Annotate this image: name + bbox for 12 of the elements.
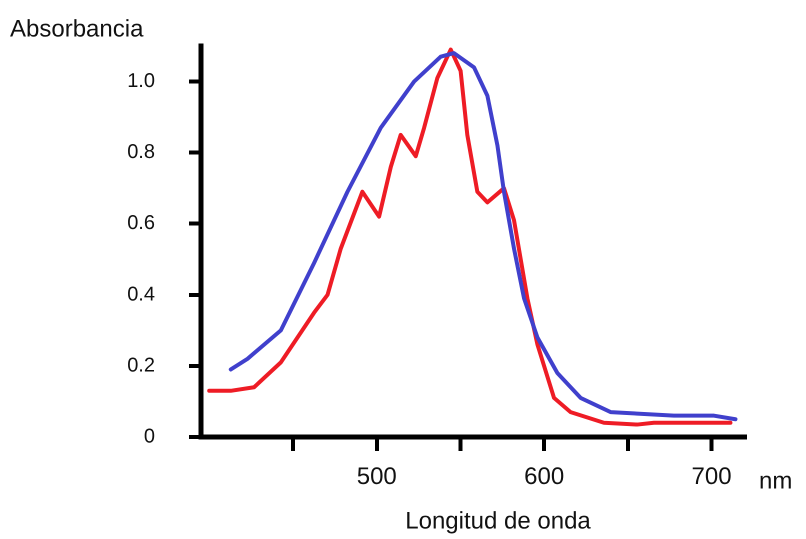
x-tick-label: 500	[356, 463, 397, 490]
x-axis-title: Longitud de onda	[405, 508, 592, 535]
y-tick-label: 0.8	[127, 141, 155, 164]
y-axis-title: Absorbancia	[10, 16, 144, 43]
y-tick-label: 0.2	[127, 354, 155, 376]
y-tick-label: 0.4	[127, 283, 155, 306]
text: nm	[759, 468, 792, 495]
y-tick-label: 0	[144, 426, 155, 448]
x-tick-label: 600	[524, 463, 564, 490]
x-tick-label: 700	[692, 463, 732, 490]
y-tick-label: 1.0	[127, 70, 155, 92]
y-tick-label: 0.6	[127, 212, 155, 234]
